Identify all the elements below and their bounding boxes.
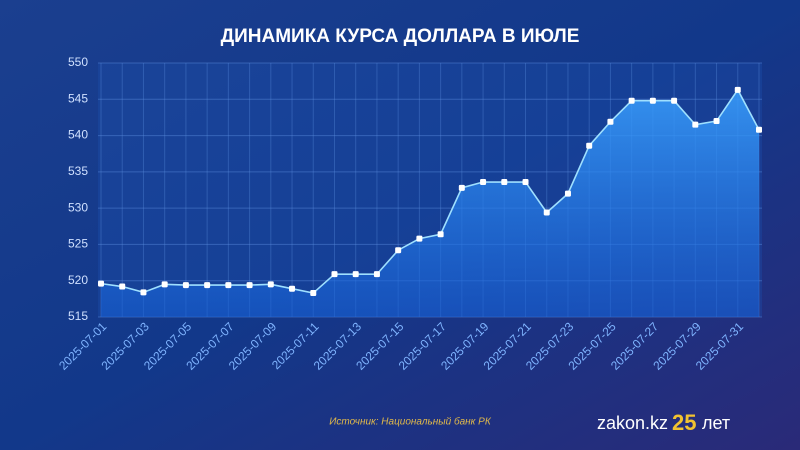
point	[713, 118, 720, 125]
y-tick-label: 530	[68, 200, 88, 214]
area	[101, 89, 759, 317]
point	[119, 283, 126, 290]
y-tick-label: 535	[68, 164, 88, 178]
point	[289, 285, 296, 292]
point	[395, 247, 402, 254]
point	[352, 271, 359, 278]
point	[437, 231, 444, 238]
brand-suffix: лет	[702, 413, 730, 433]
point	[310, 290, 317, 297]
point	[586, 142, 593, 149]
point	[416, 235, 423, 242]
chart-title: ДИНАМИКА КУРСА ДОЛЛАРА В ИЮЛЕ	[221, 26, 580, 47]
point	[480, 179, 487, 186]
point	[458, 184, 465, 191]
brand-name: zakon.kz	[597, 413, 668, 433]
point	[98, 280, 104, 287]
point	[204, 282, 211, 289]
point	[628, 97, 635, 104]
point	[161, 281, 168, 288]
point	[734, 86, 741, 93]
y-tick-label: 515	[68, 309, 88, 323]
point	[649, 97, 656, 104]
point	[246, 282, 253, 289]
y-tick-label: 520	[68, 273, 88, 287]
brand-years: 25	[672, 410, 696, 435]
point	[331, 271, 338, 278]
y-tick-label: 540	[68, 128, 88, 142]
point	[267, 281, 274, 288]
point	[607, 118, 614, 125]
y-tick-label: 525	[68, 237, 88, 251]
point	[182, 282, 189, 289]
point	[140, 289, 147, 296]
point	[522, 179, 529, 186]
point	[692, 121, 699, 128]
point	[373, 271, 380, 278]
point	[756, 126, 762, 133]
point	[501, 179, 508, 186]
point	[671, 97, 678, 104]
y-tick-label: 545	[68, 91, 88, 105]
line	[100, 88, 760, 294]
point	[564, 190, 571, 197]
point	[543, 209, 550, 216]
point	[225, 282, 232, 289]
y-tick-label: 550	[68, 55, 88, 69]
source: Источник: Национальный банк РК	[329, 416, 492, 428]
